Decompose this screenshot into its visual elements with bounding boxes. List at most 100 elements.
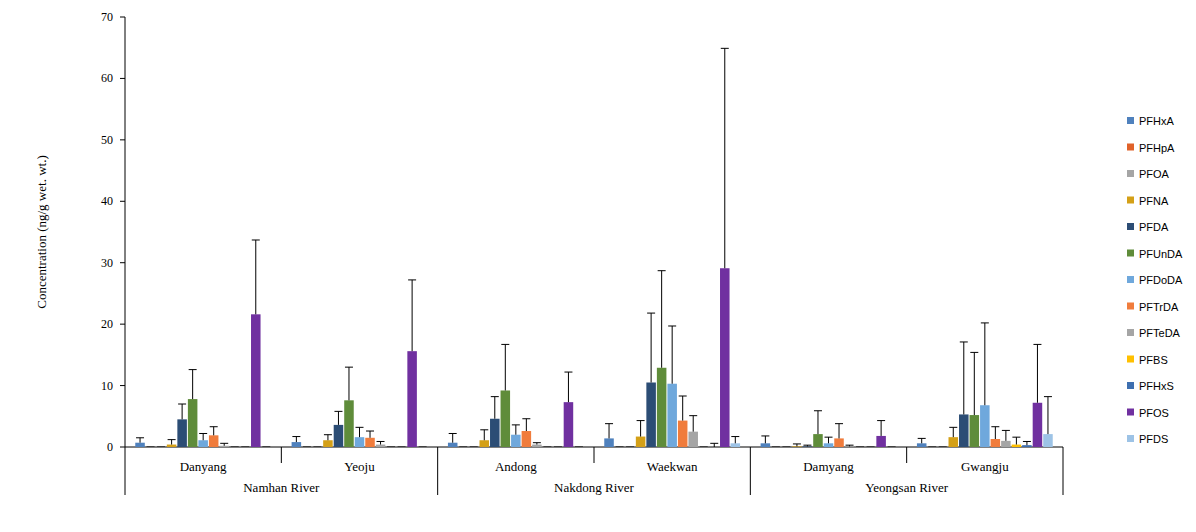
category-separator [125, 447, 126, 495]
error-cap [210, 426, 218, 427]
legend-swatch [1127, 117, 1134, 124]
y-tick-label: 70 [101, 10, 113, 24]
legend-label: PFHxA [1139, 115, 1175, 127]
error-bar [303, 447, 311, 448]
error-stem [140, 438, 141, 443]
error-bar [345, 367, 353, 400]
group-label: Nakdong River [554, 480, 634, 495]
error-cap [387, 447, 395, 448]
error-stem [828, 437, 829, 443]
error-cap [710, 443, 718, 444]
bar [646, 383, 656, 448]
error-cap [356, 427, 364, 428]
error-bar [292, 437, 300, 443]
error-bar [721, 48, 729, 268]
bar [1033, 403, 1043, 447]
bar [355, 437, 365, 447]
bar [845, 446, 855, 447]
error-bar [189, 370, 197, 399]
y-tick [120, 201, 125, 202]
bar [699, 447, 709, 448]
x-tick-label: Waekwan [647, 459, 698, 474]
error-bar [575, 447, 583, 448]
error-cap [252, 239, 260, 240]
x-tick-label: Yeoju [344, 459, 375, 474]
legend-swatch [1127, 409, 1134, 416]
bar [834, 438, 844, 447]
bar [198, 440, 208, 447]
error-cap [345, 367, 353, 368]
error-stem [984, 323, 985, 405]
y-tick-label: 40 [101, 194, 113, 208]
bar [365, 438, 375, 447]
y-tick-label: 10 [101, 379, 113, 393]
bar [386, 447, 396, 448]
bar [731, 443, 741, 447]
legend-swatch [1127, 382, 1134, 389]
error-cap [419, 447, 427, 448]
bar [980, 405, 990, 447]
error-stem [953, 427, 954, 437]
bar [209, 435, 219, 447]
error-bar [377, 441, 385, 444]
bar [615, 447, 625, 448]
legend-label: PFOA [1139, 168, 1170, 180]
category-separator [1063, 447, 1064, 495]
legend-label: PFHpA [1139, 142, 1175, 154]
bar [564, 402, 574, 447]
error-cap [408, 279, 416, 280]
bar [448, 443, 458, 447]
error-bar [543, 447, 551, 448]
bar [604, 438, 614, 447]
legend-label: PFDoDA [1139, 274, 1183, 286]
error-bar [825, 437, 833, 443]
legend-label: PFNA [1139, 195, 1169, 207]
error-cap [512, 424, 520, 425]
error-cap [1044, 396, 1052, 397]
group-label: Namhan River [243, 480, 320, 495]
error-stem [568, 372, 569, 402]
error-bar [220, 443, 228, 445]
error-bar [387, 447, 395, 448]
bar [678, 421, 688, 447]
error-stem [213, 427, 214, 436]
error-cap [803, 445, 811, 446]
bar [887, 447, 897, 448]
error-cap [782, 447, 790, 448]
y-axis [125, 17, 126, 447]
y-tick [120, 324, 125, 325]
bar [135, 443, 145, 447]
bar [511, 435, 521, 447]
bar [480, 440, 490, 447]
bar [219, 446, 229, 447]
error-bar [480, 430, 488, 440]
error-cap [292, 436, 300, 437]
error-stem [640, 421, 641, 437]
error-stem [1016, 437, 1017, 444]
error-bar [626, 447, 634, 448]
category-separator [906, 447, 907, 463]
legend-swatch [1127, 276, 1134, 283]
error-cap [960, 341, 968, 342]
error-stem [963, 342, 964, 414]
error-bar [793, 444, 801, 446]
error-stem [735, 437, 736, 444]
bar [1012, 445, 1022, 447]
error-bar [356, 427, 364, 437]
bar [688, 432, 698, 447]
group-label: Yeongsan River [865, 480, 948, 495]
bar [824, 443, 834, 447]
error-cap [689, 415, 697, 416]
y-tick [120, 447, 125, 448]
error-cap [157, 447, 165, 448]
bar [469, 447, 479, 448]
bar [1043, 434, 1053, 447]
error-bar [700, 447, 708, 448]
legend-swatch [1127, 144, 1134, 151]
legend-label: PFUnDA [1139, 248, 1183, 260]
error-cap [470, 447, 478, 448]
error-cap [793, 443, 801, 444]
error-cap [888, 447, 896, 448]
bar [418, 447, 428, 448]
error-cap [324, 434, 332, 435]
